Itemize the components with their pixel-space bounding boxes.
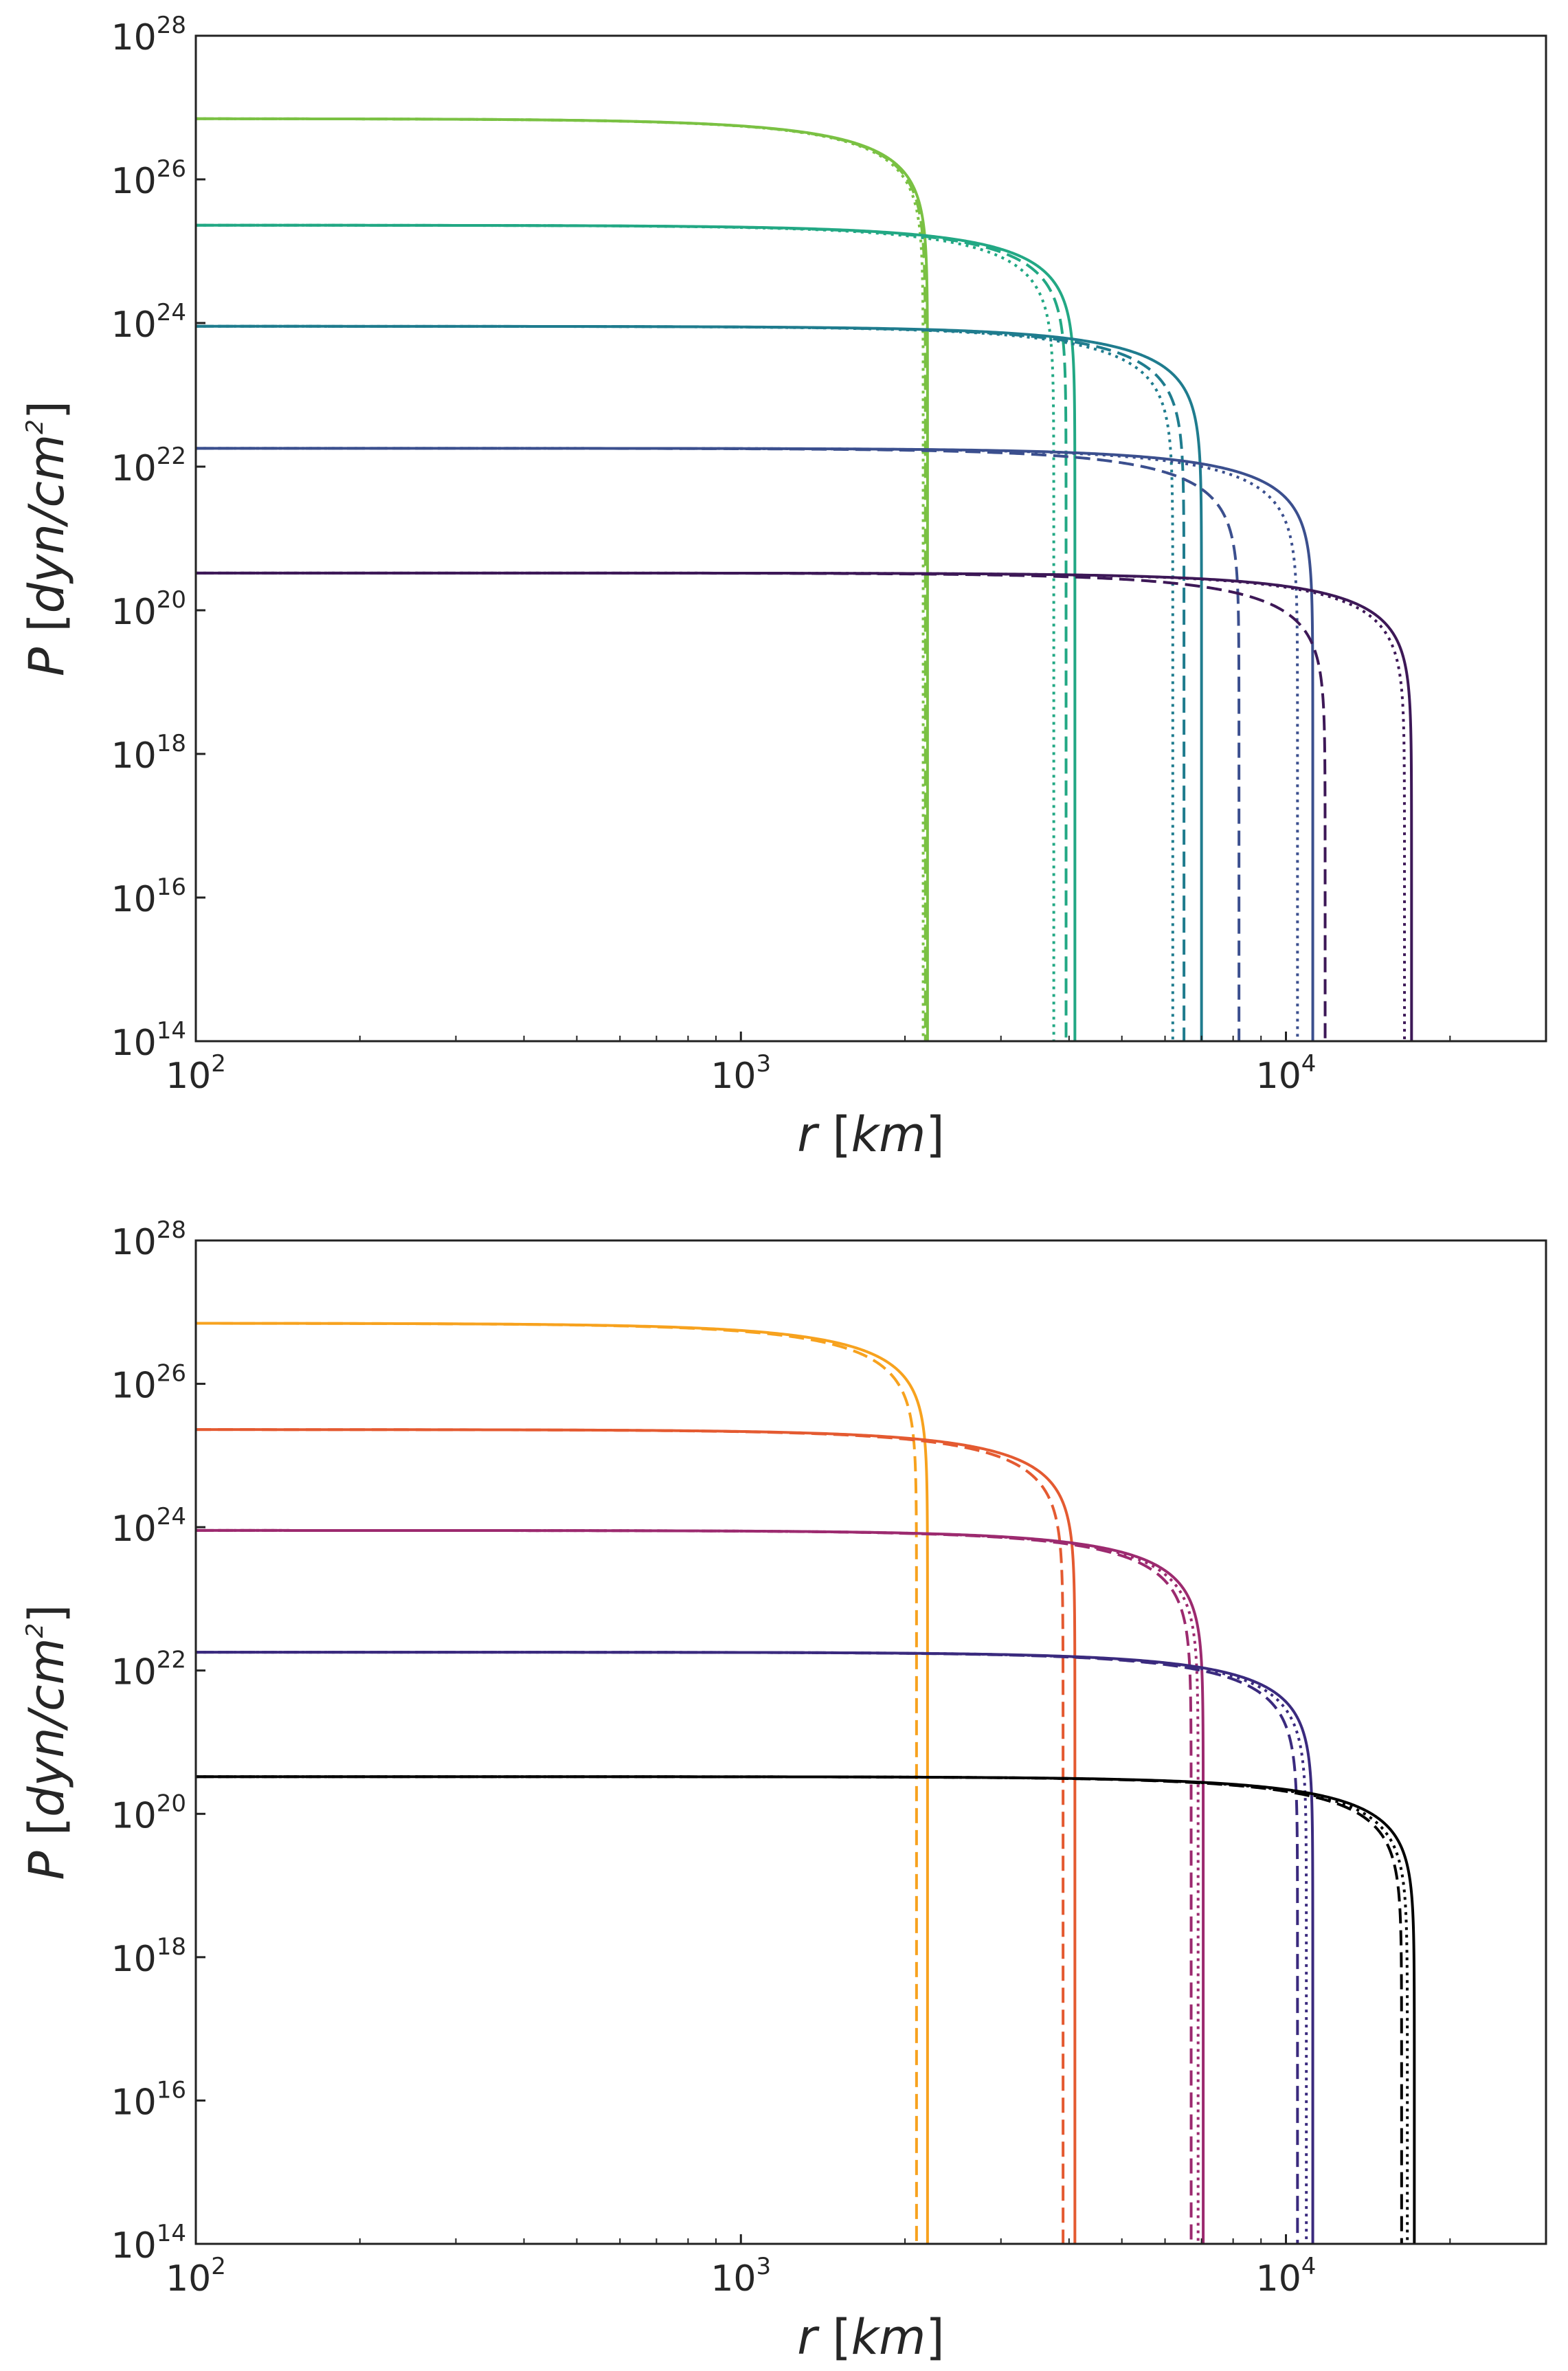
p0-y-tick-label-2: 1018 <box>111 730 186 777</box>
p1-series-3-dashed-line <box>196 1428 1065 2244</box>
p0-series-4-dashed-line <box>196 223 1068 1041</box>
p1-series-11-dashed-line <box>196 1775 1403 2244</box>
p0-series-0-solid-line <box>196 117 929 1041</box>
chart-panel-bottom: 102 103 104 1014 1016 1018 1020 1022 1024 1026 102… <box>19 1216 1547 2366</box>
p1-y-axis-label: P [dyn/cm2] <box>19 1604 75 1880</box>
p1-y-tick-label-5: 1024 <box>111 1503 186 1550</box>
p0-x-tick-label-2: 104 <box>1256 1050 1317 1097</box>
p0-y-tick-label-1: 1016 <box>111 873 186 920</box>
p1-x-tick-label-0: 102 <box>166 2253 226 2300</box>
p0-series-7-dashed-line <box>196 324 1186 1041</box>
p0-axes-frame <box>194 34 1547 1043</box>
p0-y-tick-label-0: 1014 <box>111 1017 186 1064</box>
p0-y-axis-label: P [dyn/cm2] <box>19 401 75 676</box>
p1-series-0-solid-line <box>196 1322 929 2244</box>
p1-y-tick-label-3: 1020 <box>111 1790 186 1836</box>
p0-y-tick-label-7: 1028 <box>111 12 186 58</box>
p1-series-8-dashed-line <box>196 1651 1299 2244</box>
p1-y-tick-label-1: 1016 <box>111 2076 186 2123</box>
p1-y-tick-label-2: 1018 <box>111 1933 186 1980</box>
p1-series-1-dashed-line <box>196 1322 918 2244</box>
p0-series-2-dotted-line <box>196 117 925 1041</box>
p0-x-axis-label: r [km] <box>797 1106 944 1163</box>
p1-axes-frame <box>194 1239 1547 2245</box>
p1-y-tick-label-6: 1026 <box>111 1360 186 1407</box>
p1-x-tick-label-1: 103 <box>710 2253 771 2300</box>
p0-series-10-dashed-line <box>196 447 1241 1041</box>
p1-series-9-dotted-line <box>196 1651 1308 2244</box>
p1-x-tick-label-2: 104 <box>1256 2253 1317 2300</box>
p0-y-tick-label-5: 1024 <box>111 299 186 346</box>
p1-y-tick-label-7: 1028 <box>111 1216 186 1263</box>
p0-series-5-dotted-line <box>196 223 1055 1041</box>
plot-area <box>196 117 1413 1041</box>
p0-series-8-dotted-line <box>196 324 1174 1041</box>
chart-panel-top: 102 103 104 1014 1016 1018 1020 1022 1024 1026 102… <box>19 12 1547 1163</box>
p1-y-tick-label-0: 1014 <box>111 2220 186 2267</box>
p0-x-tick-label-0: 102 <box>166 1050 226 1097</box>
p1-series-12-dotted-line <box>196 1775 1409 2244</box>
p0-series-13-dashed-line <box>196 571 1327 1041</box>
p0-y-tick-label-6: 1026 <box>111 155 186 202</box>
p1-y-tick-label-4: 1022 <box>111 1647 186 1693</box>
p0-y-tick-label-4: 1022 <box>111 443 186 489</box>
p1-x-axis-label: r [km] <box>797 2309 944 2366</box>
plot-area <box>196 1322 1416 2244</box>
p0-x-tick-label-1: 103 <box>710 1050 771 1097</box>
p1-series-6-dotted-line <box>196 1528 1200 2244</box>
p0-y-tick-label-3: 1020 <box>111 586 186 633</box>
p0-series-11-dotted-line <box>196 447 1299 1041</box>
